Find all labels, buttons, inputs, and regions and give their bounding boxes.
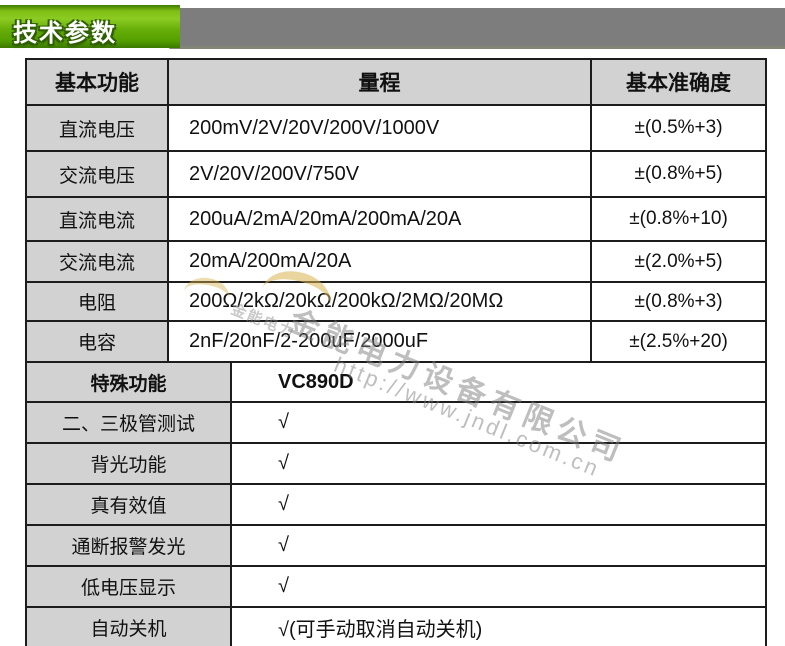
feature-label: 背光功能 [25,442,232,485]
feature-row: 真有效值 √ [25,483,767,526]
table-row: 交流电流 20mA/200mA/20A ±(2.0%+5) [25,240,767,283]
feature-row: 通断报警发光 √ [25,524,767,567]
row-range: 20mA/200mA/20A [167,240,592,283]
table-row: 电容 2nF/20nF/2-200uF/2000uF ±(2.5%+20) [25,320,767,363]
row-range: 2V/20V/200V/750V [167,150,592,198]
row-label: 交流电流 [25,240,169,283]
row-label: 直流电压 [25,104,169,152]
table-row: 直流电流 200uA/2mA/20mA/200mA/20A ±(0.8%+10) [25,196,767,242]
special-function-table: 特殊功能 VC890D 二、三极管测试 √ 背光功能 √ 真有效值 √ 通断报警… [25,361,767,646]
row-accuracy: ±(0.5%+3) [590,104,767,152]
special-label: 特殊功能 [25,361,232,403]
row-accuracy: ±(0.8%+10) [590,196,767,242]
feature-value: √ [230,401,767,444]
row-label: 电容 [25,320,169,363]
row-accuracy: ±(0.8%+3) [590,281,767,322]
row-accuracy: ±(2.0%+5) [590,240,767,283]
row-label: 交流电压 [25,150,169,198]
table-row: 直流电压 200mV/2V/20V/200V/1000V ±(0.5%+3) [25,104,767,152]
header-range: 量程 [167,58,592,106]
feature-row: 二、三极管测试 √ [25,401,767,444]
row-label: 电阻 [25,281,169,322]
ribbon-gray-bar [147,8,785,46]
feature-label: 自动关机 [25,606,232,646]
feature-label: 低电压显示 [25,565,232,608]
spec-table-wrap: 基本功能 量程 基本准确度 直流电压 200mV/2V/20V/200V/100… [25,58,767,646]
header-accuracy: 基本准确度 [590,58,767,106]
feature-label: 通断报警发光 [25,524,232,567]
section-banner: 技术参数 [0,0,785,56]
feature-row: 背光功能 √ [25,442,767,485]
basic-spec-table: 基本功能 量程 基本准确度 直流电压 200mV/2V/20V/200V/100… [25,58,767,363]
feature-value: √ [230,483,767,526]
row-label: 直流电流 [25,196,169,242]
feature-value: √ [230,442,767,485]
banner-title: 技术参数 [13,20,117,47]
table-row: 电阻 200Ω/2kΩ/20kΩ/200kΩ/2MΩ/20MΩ ±(0.8%+3… [25,281,767,322]
feature-row: 自动关机 √(可手动取消自动关机) [25,606,767,646]
row-accuracy: ±(2.5%+20) [590,320,767,363]
feature-label: 真有效值 [25,483,232,526]
model-name: VC890D [230,361,767,403]
row-range: 200Ω/2kΩ/20kΩ/200kΩ/2MΩ/20MΩ [167,281,592,322]
row-accuracy: ±(0.8%+5) [590,150,767,198]
row-range: 200uA/2mA/20mA/200mA/20A [167,196,592,242]
feature-value: √ [230,565,767,608]
row-range: 200mV/2V/20V/200V/1000V [167,104,592,152]
table-header-row: 基本功能 量程 基本准确度 [25,58,767,106]
feature-label: 二、三极管测试 [25,401,232,444]
ribbon-green-flag: 技术参数 [0,5,180,48]
feature-value: √(可手动取消自动关机) [230,606,767,646]
row-range: 2nF/20nF/2-200uF/2000uF [167,320,592,363]
feature-row: 低电压显示 √ [25,565,767,608]
special-header-row: 特殊功能 VC890D [25,361,767,403]
table-row: 交流电压 2V/20V/200V/750V ±(0.8%+5) [25,150,767,198]
header-function: 基本功能 [25,58,169,106]
feature-value: √ [230,524,767,567]
